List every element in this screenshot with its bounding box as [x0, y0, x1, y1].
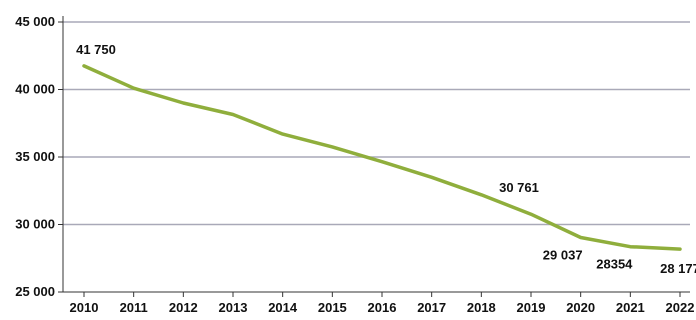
x-tick-label: 2020: [566, 300, 595, 315]
y-tick-label: 35 000: [15, 149, 55, 164]
x-tick-label: 2012: [169, 300, 198, 315]
x-tick-label: 2015: [318, 300, 347, 315]
x-tick-label: 2017: [417, 300, 446, 315]
data-label: 28 177: [660, 261, 696, 276]
x-tick-label: 2010: [70, 300, 99, 315]
data-label: 28354: [596, 257, 633, 272]
x-tick-label: 2013: [219, 300, 248, 315]
x-tick-label: 2014: [268, 300, 298, 315]
y-tick-label: 45 000: [15, 14, 55, 29]
axes: [58, 16, 690, 297]
x-tick-label: 2018: [467, 300, 496, 315]
y-tick-label: 25 000: [15, 284, 55, 299]
series-line: [82, 64, 682, 251]
x-tick-label: 2019: [517, 300, 546, 315]
x-tick-label: 2021: [616, 300, 645, 315]
series-line-path: [82, 64, 682, 251]
x-tick-label: 2011: [120, 300, 148, 315]
data-label: 30 761: [499, 180, 539, 195]
y-tick-label: 30 000: [15, 217, 55, 232]
x-tick-label: 2016: [368, 300, 397, 315]
x-tick-label: 2022: [666, 300, 695, 315]
x-tick-labels: 2010 2011 2012 2013 2014 2015 2016 2017 2018 2019…: [70, 300, 695, 315]
data-label: 41 750: [76, 42, 116, 57]
data-label: 29 037: [543, 248, 583, 263]
y-tick-label: 40 000: [15, 82, 55, 97]
y-tick-labels: 25 000 30 000 35 000 40 000 45 000: [15, 14, 55, 299]
data-labels: 41 750 30 761 29 037 28354 28 177: [76, 42, 696, 276]
gridlines: [63, 21, 690, 226]
